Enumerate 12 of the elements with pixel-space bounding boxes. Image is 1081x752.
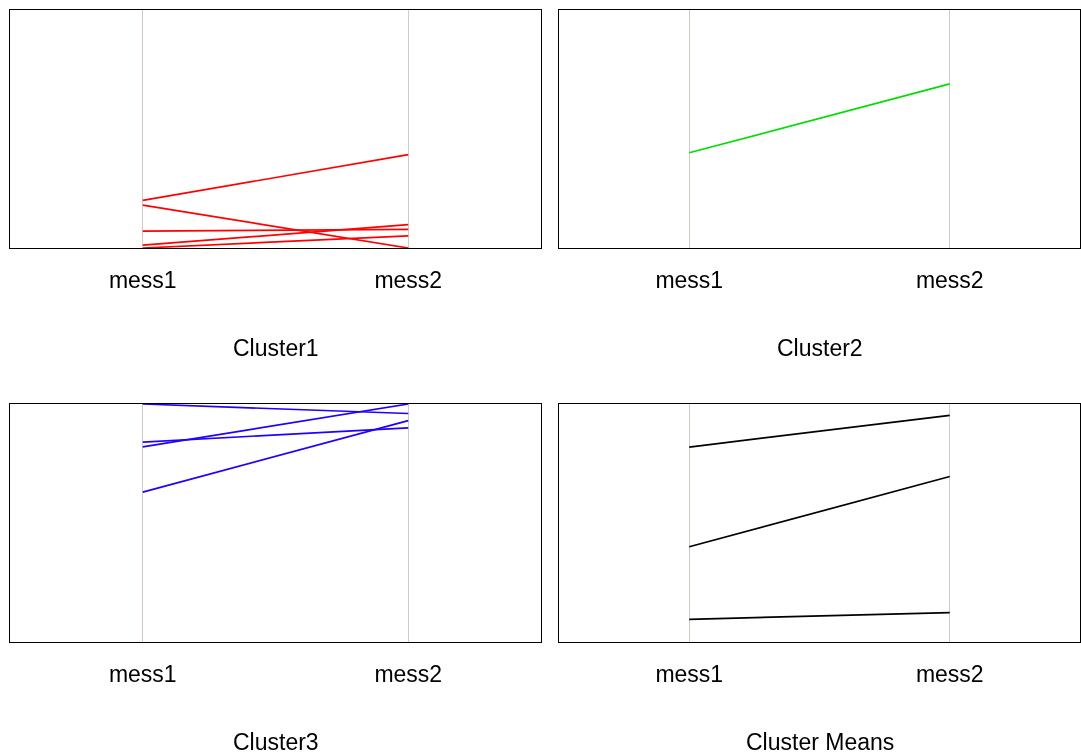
x-tick-label: mess2 xyxy=(915,660,984,687)
x-tick-label: mess1 xyxy=(655,660,724,687)
x-axis-title: Cluster1 xyxy=(233,335,319,361)
x-tick-label: mess1 xyxy=(655,266,724,293)
x-tick-label: mess1 xyxy=(108,660,177,687)
x-tick-label: mess1 xyxy=(108,266,177,293)
x-tick-label: mess2 xyxy=(915,266,984,293)
x-axis-title: Cluster Means xyxy=(746,729,895,752)
x-axis-title: Cluster3 xyxy=(233,729,319,752)
x-tick-label: mess2 xyxy=(374,266,443,293)
x-axis-title: Cluster2 xyxy=(777,335,863,361)
x-tick-label: mess2 xyxy=(374,660,443,687)
